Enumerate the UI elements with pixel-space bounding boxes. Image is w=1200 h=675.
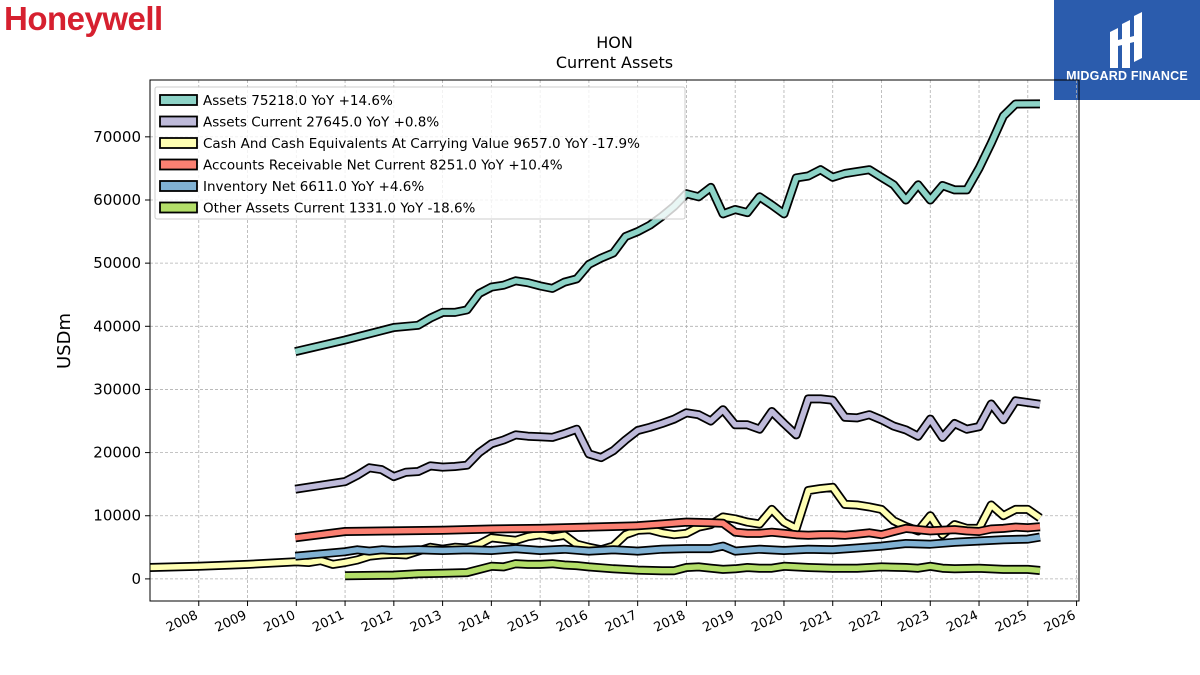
- series-assets-current: [294, 394, 1041, 494]
- plot-frame: [149, 79, 1080, 602]
- y-axis: 0 10000 20000 30000 40000 50000 60000 70000: [93, 128, 150, 588]
- x-tick-label: 2019: [701, 608, 737, 636]
- series-lines: [149, 99, 1043, 581]
- x-tick-label: 2024: [944, 608, 980, 636]
- x-tick-label: 2012: [359, 608, 395, 636]
- legend-entry: Inventory Net 6611.0 YoY +4.6%: [203, 179, 424, 195]
- series-accounts-receivable-net-current: [294, 517, 1041, 543]
- x-tick-label: 2020: [749, 608, 785, 636]
- y-axis-label: USDm: [54, 313, 75, 369]
- x-tick-label: 2018: [652, 608, 688, 636]
- chart-subtitle: Current Assets: [556, 53, 673, 72]
- x-tick-label: 2010: [262, 608, 298, 636]
- x-tick-label: 2011: [310, 608, 346, 636]
- y-tick-label: 20000: [93, 444, 141, 462]
- x-tick-label: 2013: [408, 608, 444, 636]
- legend-entry: Assets Current 27645.0 YoY +0.8%: [203, 115, 439, 131]
- y-tick-label: 60000: [93, 191, 141, 209]
- x-tick-label: 2026: [1042, 608, 1078, 636]
- y-tick-label: 10000: [93, 507, 141, 525]
- y-tick-label: 50000: [93, 254, 141, 272]
- y-tick-label: 70000: [93, 128, 141, 146]
- legend-swatch: [159, 158, 198, 171]
- series-line: [295, 534, 1041, 559]
- series-outline: [294, 394, 1041, 494]
- legend: Assets 75218.0 YoY +14.6% Assets Current …: [154, 86, 686, 220]
- honeywell-logo: Honeywell: [4, 0, 163, 37]
- x-tick-label: 2008: [164, 608, 200, 636]
- series-assets: [294, 99, 1041, 356]
- x-tick-label: 2016: [554, 608, 590, 636]
- series-line: [294, 101, 1041, 355]
- series-inventory-net: [294, 532, 1041, 561]
- legend-swatch: [159, 201, 198, 214]
- legend-swatch: [159, 94, 198, 106]
- series-line: [345, 560, 1041, 579]
- legend-entry: Assets 75218.0 YoY +14.6%: [203, 93, 393, 109]
- y-tick-label: 30000: [93, 380, 141, 398]
- legend-entry: Cash And Cash Equivalents At Carrying Va…: [203, 136, 640, 152]
- y-tick-label: 40000: [93, 317, 141, 335]
- x-tick-label: 2022: [847, 608, 883, 636]
- legend-swatch: [159, 115, 198, 128]
- x-tick-label: 2017: [603, 608, 639, 636]
- x-tick-label: 2021: [798, 608, 834, 636]
- series-line: [294, 396, 1041, 492]
- legend-entry: Accounts Receivable Net Current 8251.0 Y…: [203, 158, 563, 174]
- x-tick-label: 2023: [896, 608, 932, 636]
- series-other-assets-current: [345, 559, 1041, 581]
- midgard-finance-badge: MIDGARD FINANCE: [1054, 0, 1200, 100]
- x-axis: 2008 2009 2010 2011 2012 2013 2014 2015 2016 2017…: [164, 601, 1078, 636]
- midgard-finance-label: MIDGARD FINANCE: [1066, 69, 1188, 83]
- legend-swatch: [159, 180, 198, 192]
- x-tick-label: 2015: [505, 608, 541, 636]
- midgard-logo-icon: [1110, 12, 1142, 68]
- legend-swatch: [159, 137, 198, 149]
- series-line: [294, 519, 1041, 541]
- x-tick-label: 2014: [457, 608, 493, 636]
- legend-box: [154, 86, 686, 220]
- y-tick-label: 0: [131, 570, 141, 588]
- chart-title: HON: [596, 33, 633, 52]
- x-tick-label: 2025: [993, 608, 1029, 636]
- x-tick-label: 2009: [213, 608, 249, 636]
- legend-entry: Other Assets Current 1331.0 YoY -18.6%: [203, 201, 476, 217]
